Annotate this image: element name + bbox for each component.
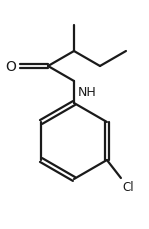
Text: NH: NH <box>78 86 97 99</box>
Text: O: O <box>5 60 16 74</box>
Text: Cl: Cl <box>122 180 134 193</box>
